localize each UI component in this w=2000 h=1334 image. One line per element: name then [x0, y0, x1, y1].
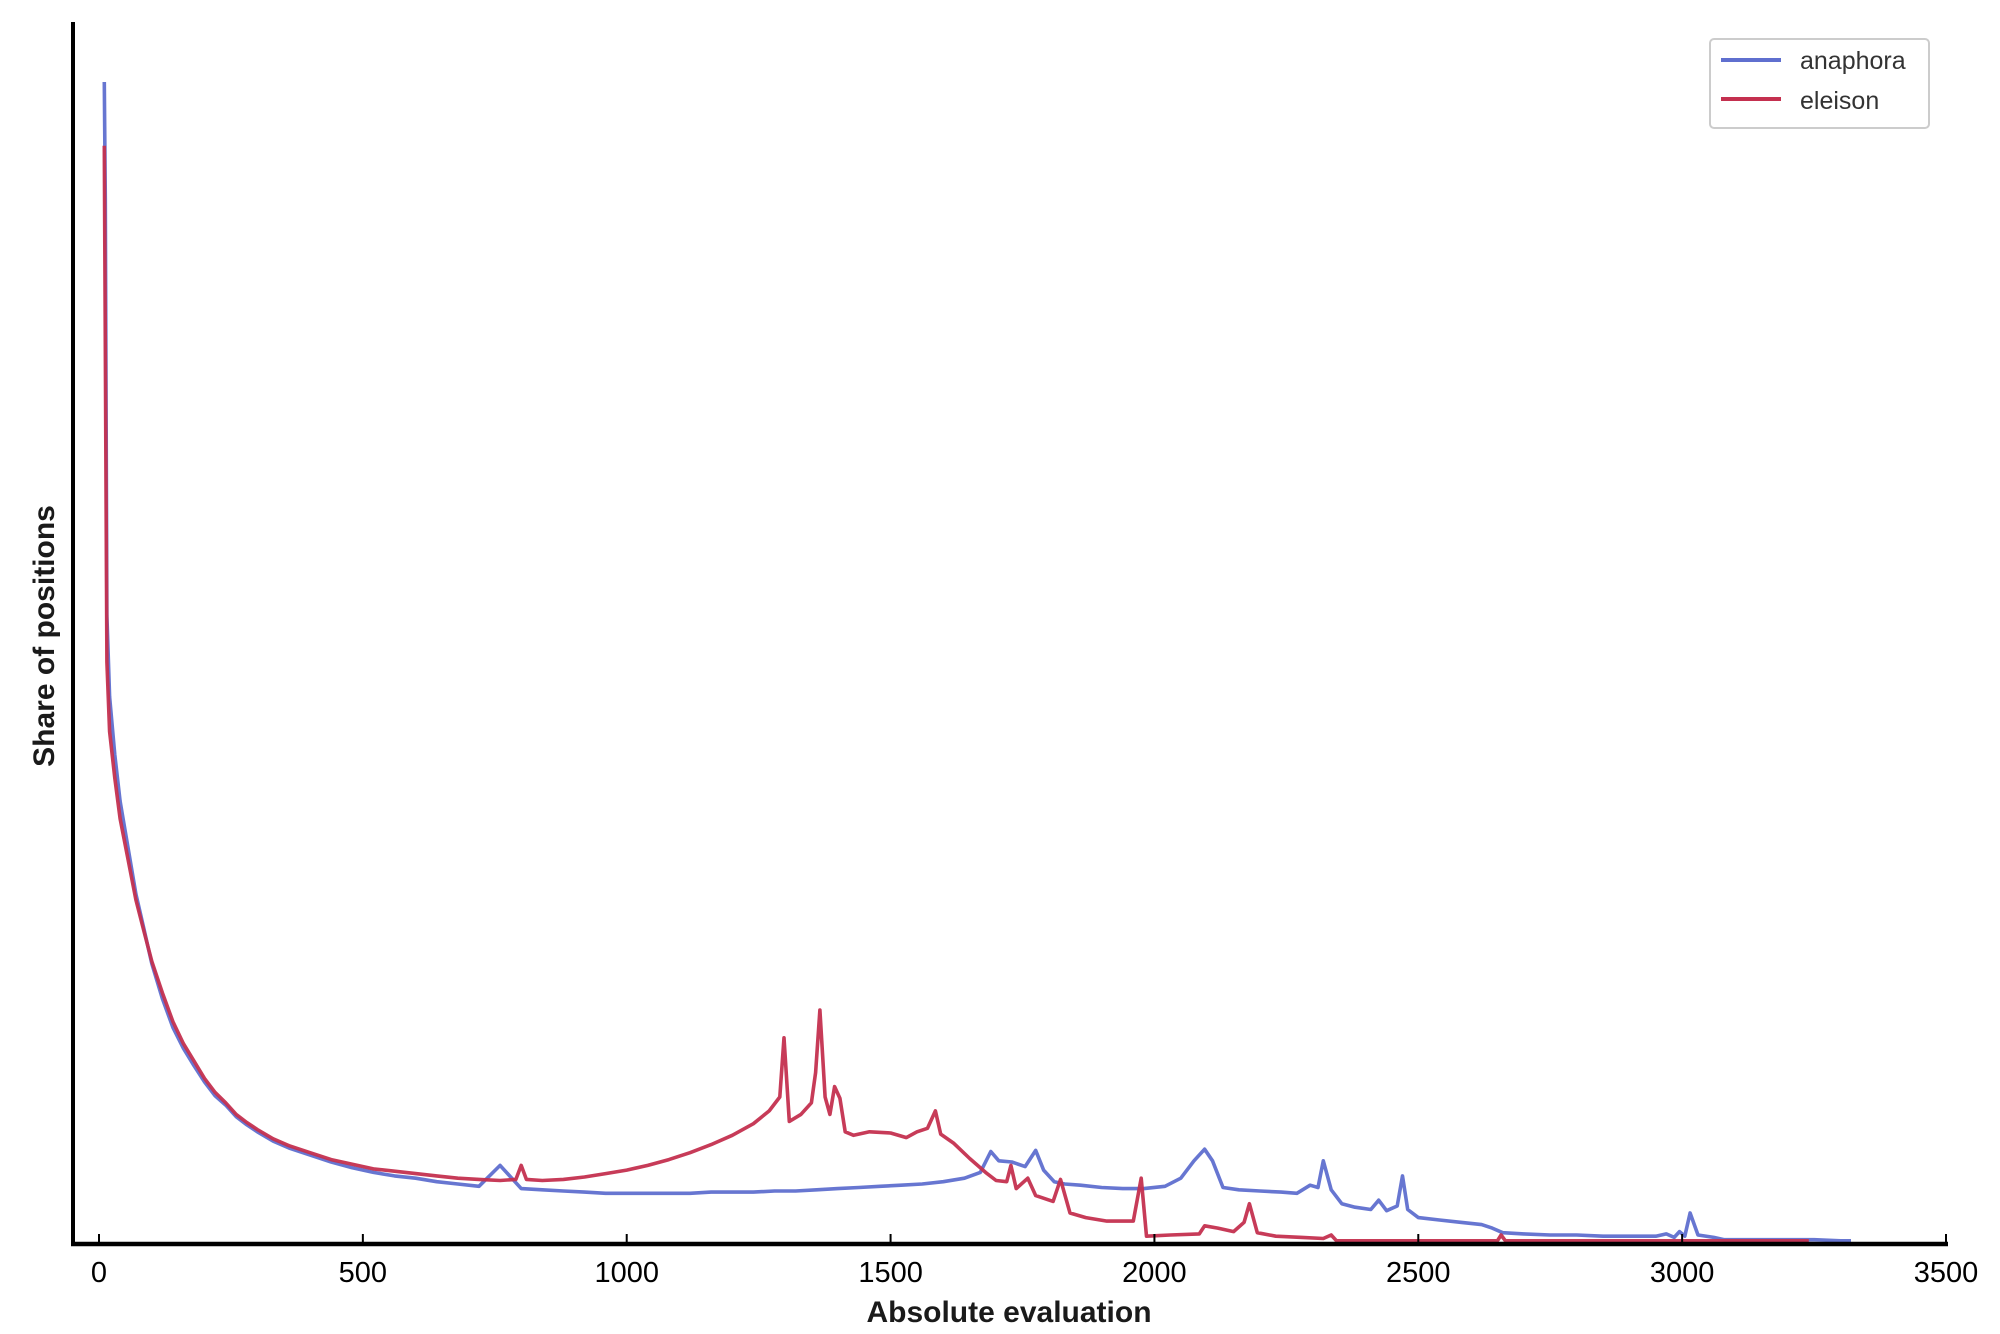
- x-tick-label: 2000: [1122, 1257, 1187, 1289]
- series-line-eleison: [102, 145, 1809, 1243]
- legend-label-eleison: eleison: [1800, 87, 1879, 115]
- series-line-anaphora: [102, 81, 1851, 1243]
- x-tick-label: 3500: [1914, 1257, 1979, 1289]
- legend-label-anaphora: anaphora: [1800, 47, 1906, 75]
- x-tick-label: 500: [339, 1257, 387, 1289]
- x-axis-ticks: 0 500 1000 1500 2000 2500 3000 3500: [91, 1234, 1978, 1289]
- x-tick-label: 0: [91, 1257, 107, 1289]
- x-axis-title: Absolute evaluation: [866, 1296, 1151, 1329]
- legend: anaphora eleison: [1709, 38, 1930, 129]
- x-tick-label: 3000: [1650, 1257, 1715, 1289]
- x-tick-label: 1000: [594, 1257, 659, 1289]
- x-tick-label: 1500: [858, 1257, 923, 1289]
- x-tick-label: 2500: [1386, 1257, 1451, 1289]
- plot-area: [102, 81, 1851, 1243]
- y-axis-title: Share of positions: [28, 505, 61, 767]
